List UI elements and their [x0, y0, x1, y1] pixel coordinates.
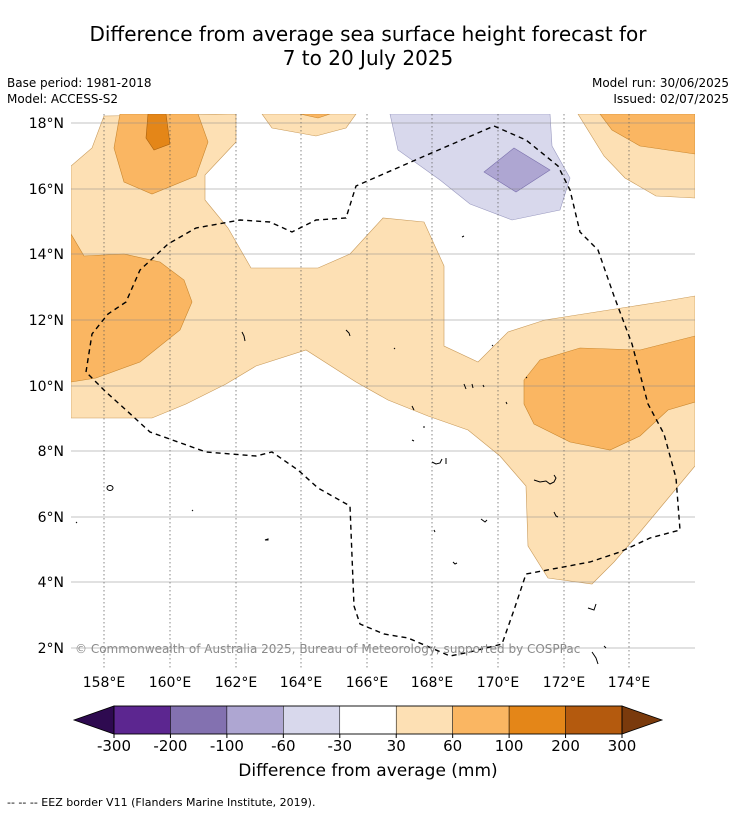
colorbar-cell — [339, 705, 397, 735]
base-period: Base period: 1981-2018 — [7, 76, 152, 90]
colorbar-tick-label: 60 — [443, 737, 462, 755]
colorbar-cell — [452, 705, 510, 735]
lat-label: 14°N — [29, 247, 64, 263]
contour-layer — [71, 114, 695, 669]
colorbar-cell — [283, 705, 341, 735]
lon-label: 168°E — [411, 675, 454, 691]
lat-label: 8°N — [38, 444, 64, 460]
lat-gridlines — [71, 122, 695, 649]
colorbar-cell — [395, 705, 453, 735]
map-title: Difference from average sea surface heig… — [0, 22, 736, 70]
contour-neg60-100-top — [483, 147, 551, 193]
contour-30-60-topcenter — [261, 114, 357, 137]
eez-legend: -- -- -- EEZ border V11 (Flanders Marine… — [7, 796, 316, 809]
issued-date: Issued: 02/07/2025 — [613, 92, 729, 106]
colorbar-over-arrow — [621, 705, 664, 735]
lat-label: 16°N — [29, 182, 64, 198]
colorbar-cell — [508, 705, 566, 735]
meta-left: Base period: 1981-2018 Model: ACCESS-S2 — [7, 75, 152, 107]
contour-60-100-topcenter — [299, 114, 331, 119]
colorbar-tick-label: -100 — [210, 737, 244, 755]
colorbar-tick-label: 100 — [495, 737, 524, 755]
lon-label: 164°E — [280, 675, 323, 691]
title-line-1: Difference from average sea surface heig… — [89, 22, 647, 46]
lon-label: 174°E — [608, 675, 651, 691]
contour-30-60-main — [71, 114, 695, 585]
copyright-text: © Commonwealth of Australia 2025, Bureau… — [75, 642, 580, 656]
lon-label: 172°E — [543, 675, 586, 691]
islands — [75, 235, 607, 665]
contour-60-100-topright — [599, 114, 695, 155]
colorbar-tick-label: -200 — [153, 737, 187, 755]
colorbar-cell — [565, 705, 623, 735]
lat-label: 12°N — [29, 313, 64, 329]
colorbar-label: Difference from average (mm) — [238, 761, 498, 781]
title-line-2: 7 to 20 July 2025 — [282, 46, 454, 70]
colorbar-tick-label: -300 — [97, 737, 131, 755]
colorbar-cell — [226, 705, 284, 735]
colorbar-tick-label: 300 — [608, 737, 637, 755]
model-name: Model: ACCESS-S2 — [7, 92, 119, 106]
contour-neg30-60-top — [389, 114, 571, 221]
colorbar-cell — [113, 705, 171, 735]
colorbar-tick-label: 200 — [551, 737, 580, 755]
lon-label: 166°E — [346, 675, 389, 691]
lat-label: 6°N — [38, 510, 64, 526]
lat-label: 18°N — [29, 116, 64, 132]
eez-border — [85, 125, 681, 657]
colorbar-frame — [113, 705, 623, 735]
colorbar-tick-label: -60 — [271, 737, 296, 755]
lat-labels: 18°N 16°N 14°N 12°N 10°N 8°N 6°N 4°N 2°N — [29, 116, 64, 657]
contour-60-100-westleft — [71, 233, 193, 383]
colorbar: -300 -200 -100 -60 -30 30 60 100 200 300 — [72, 705, 664, 755]
lat-label: 10°N — [29, 379, 64, 395]
lon-label: 162°E — [215, 675, 258, 691]
lon-label: 158°E — [83, 675, 126, 691]
lat-label: 4°N — [38, 575, 64, 591]
colorbar-under-arrow — [72, 705, 115, 735]
lat-label: 2°N — [38, 641, 64, 657]
contour-60-100-topleft — [113, 114, 209, 195]
lon-label: 170°E — [477, 675, 520, 691]
lon-labels: 158°E 160°E 162°E 164°E 166°E 168°E 170°… — [83, 675, 651, 691]
colorbar-tick-label: 30 — [387, 737, 406, 755]
meta-right: Model run: 30/06/2025 Issued: 02/07/2025 — [592, 75, 729, 107]
colorbar-cell — [170, 705, 228, 735]
lon-label: 160°E — [149, 675, 192, 691]
contour-60-100-east — [523, 335, 695, 451]
model-run: Model run: 30/06/2025 — [591, 76, 729, 90]
colorbar-tick-label: -30 — [328, 737, 353, 755]
lon-gridlines — [103, 114, 630, 669]
